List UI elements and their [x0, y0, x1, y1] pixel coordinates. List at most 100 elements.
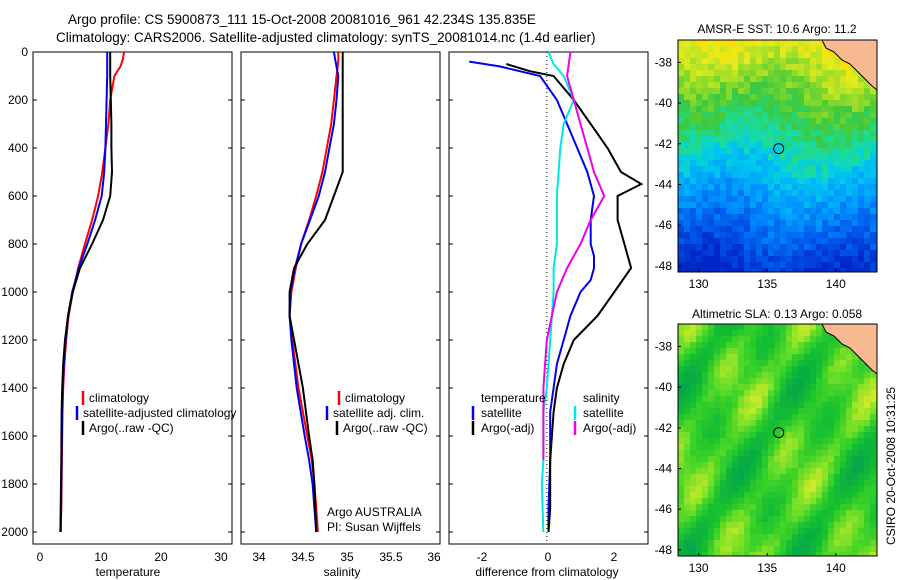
- sla-cell: [840, 546, 847, 553]
- sla-cell: [822, 384, 829, 391]
- sst-cell: [852, 208, 859, 215]
- sla-cell: [762, 378, 769, 385]
- sla-cell: [726, 462, 733, 469]
- sla-cell: [684, 384, 691, 391]
- sst-cell: [816, 244, 823, 251]
- sla-cell: [768, 456, 775, 463]
- sla-cell: [840, 516, 847, 523]
- sst-cell: [846, 226, 853, 233]
- sla-cell: [870, 546, 877, 553]
- sst-cell: [726, 172, 733, 179]
- sla-cell: [762, 480, 769, 487]
- sla-cell: [858, 474, 865, 481]
- sst-cell: [768, 154, 775, 161]
- sla-cell: [744, 492, 751, 499]
- sst-cell: [828, 124, 835, 131]
- sst-cell: [780, 130, 787, 137]
- sst-cell: [804, 250, 811, 257]
- sst-float-marker: [773, 143, 785, 155]
- sla-cell: [696, 330, 703, 337]
- sla-cell: [750, 510, 757, 517]
- temperature-argo-line: [59, 52, 114, 533]
- sst-cell: [846, 190, 853, 197]
- sst-cell: [792, 262, 799, 269]
- sst-cell: [852, 148, 859, 155]
- sst-cell: [714, 40, 721, 47]
- sla-cell: [834, 492, 841, 499]
- sst-cell: [696, 76, 703, 83]
- sst-cell: [708, 178, 715, 185]
- sst-cell: [870, 208, 877, 215]
- sst-cell: [696, 46, 703, 53]
- sla-cell: [858, 522, 865, 529]
- sst-cell: [726, 202, 733, 209]
- sst-cell: [738, 256, 745, 263]
- sst-cell: [738, 154, 745, 161]
- sst-cell: [720, 118, 727, 125]
- sst-cell: [870, 184, 877, 191]
- map-lat-label: -40: [655, 96, 673, 110]
- sla-cell: [780, 546, 787, 553]
- sst-cell: [786, 82, 793, 89]
- sla-cell: [828, 474, 835, 481]
- sst-cell: [750, 76, 757, 83]
- sst-cell: [708, 154, 715, 161]
- sla-cell: [870, 450, 877, 457]
- sla-cell: [690, 414, 697, 421]
- sst-cell: [786, 130, 793, 137]
- sla-cell: [834, 552, 841, 556]
- sla-cell: [750, 426, 757, 433]
- sst-cell: [822, 52, 829, 59]
- sla-cell: [828, 414, 835, 421]
- sst-cell: [696, 196, 703, 203]
- sst-cell: [786, 178, 793, 185]
- sla-cell: [822, 402, 829, 409]
- sst-cell: [684, 190, 691, 197]
- sla-cell: [684, 456, 691, 463]
- sla-cell: [702, 354, 709, 361]
- sst-cell: [852, 226, 859, 233]
- sla-cell: [768, 366, 775, 373]
- sla-cell: [762, 330, 769, 337]
- sla-cell: [762, 384, 769, 391]
- sla-cell: [696, 366, 703, 373]
- sla-cell: [708, 486, 715, 493]
- sla-cell: [708, 360, 715, 367]
- sst-cell: [792, 46, 799, 53]
- sla-cell: [864, 534, 871, 541]
- sla-cell: [678, 480, 685, 487]
- sst-cell: [690, 64, 697, 71]
- sst-cell: [690, 58, 697, 65]
- sla-cell: [774, 330, 781, 337]
- sst-cell: [828, 70, 835, 77]
- sst-cell: [714, 262, 721, 269]
- sst-cell: [834, 226, 841, 233]
- sla-cell: [828, 426, 835, 433]
- sst-cell: [750, 196, 757, 203]
- sst-cell: [702, 142, 709, 149]
- sla-cell: [702, 552, 709, 556]
- sst-cell: [786, 172, 793, 179]
- sla-cell: [798, 516, 805, 523]
- sst-cell: [720, 76, 727, 83]
- sla-cell: [702, 330, 709, 337]
- sla-cell: [792, 408, 799, 415]
- sst-cell: [690, 178, 697, 185]
- sst-cell: [708, 250, 715, 257]
- sla-cell: [852, 528, 859, 535]
- sla-cell: [708, 366, 715, 373]
- sla-cell: [780, 360, 787, 367]
- sla-cell: [702, 378, 709, 385]
- sla-cell: [804, 402, 811, 409]
- sla-cell: [822, 444, 829, 451]
- sla-cell: [714, 552, 721, 556]
- tick-label: 0: [545, 550, 552, 564]
- sla-cell: [846, 402, 853, 409]
- sst-cell: [684, 142, 691, 149]
- sst-cell: [864, 226, 871, 233]
- sst-cell: [690, 214, 697, 221]
- sla-cell: [828, 384, 835, 391]
- sst-cell: [774, 196, 781, 203]
- sst-cell: [810, 190, 817, 197]
- sla-cell: [738, 384, 745, 391]
